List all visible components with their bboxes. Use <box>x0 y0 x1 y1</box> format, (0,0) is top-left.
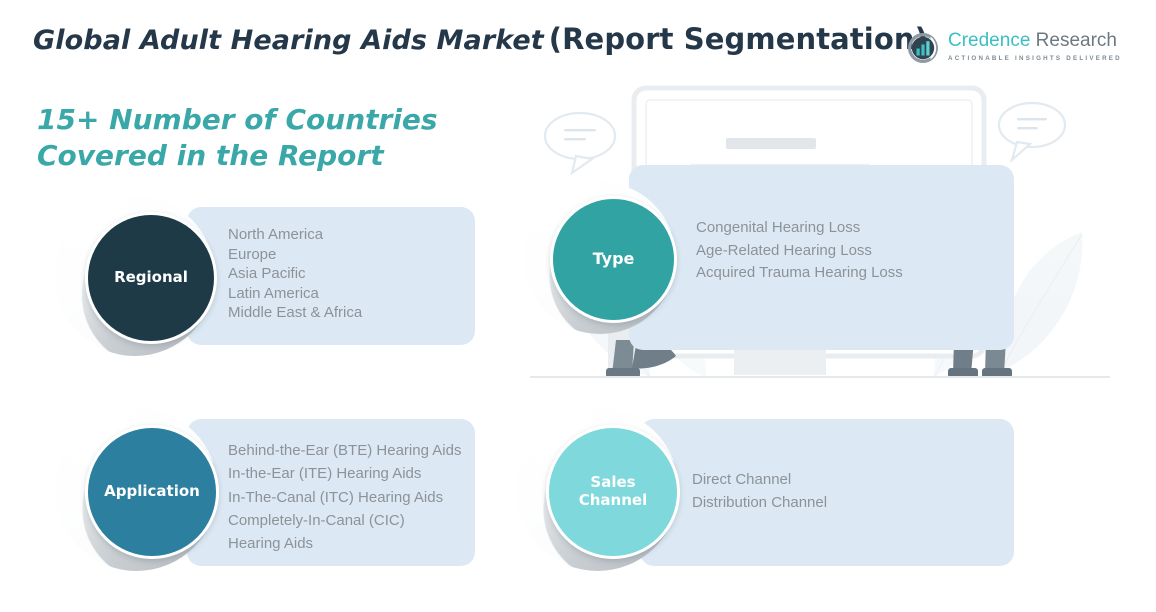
segment-items-type: Congenital Hearing Loss Age-Related Hear… <box>696 219 903 281</box>
speech-bubble-left-icon <box>543 111 617 176</box>
segment-card-regional[interactable]: Regional North America Europe Asia Pacif… <box>55 196 475 356</box>
countries-covered-heading: 15+ Number of Countries Covered in the R… <box>37 103 438 172</box>
segment-bubble-application[interactable]: Application <box>85 425 219 559</box>
segment-panel-type <box>629 165 1014 350</box>
segment-bubble-sales-channel[interactable]: Sales Channel <box>546 425 680 559</box>
page-title: Global Adult Hearing Aids Market (Report … <box>33 22 928 56</box>
segment-card-application[interactable]: Application Behind-the-Ear (BTE) Hearing… <box>55 408 475 576</box>
segment-items-sales-channel: Direct Channel Distribution Channel <box>692 471 828 512</box>
logo-name-credence: Credence <box>948 30 1031 51</box>
logo-tagline: ACTIONABLE INSIGHTS DELIVERED <box>948 55 1122 62</box>
segment-panel-sales-channel <box>640 419 1014 566</box>
logo-company-name: Credence Research <box>948 30 1122 52</box>
segment-card-type[interactable]: Type Congenital Hearing Loss Age-Related… <box>524 165 1014 350</box>
logo-text-block: Credence Research ACTIONABLE INSIGHTS DE… <box>948 30 1122 62</box>
page-title-upright: (Report Segmentation) <box>548 22 928 56</box>
logo-name-research: Research <box>1030 30 1117 51</box>
page-title-italic: Global Adult Hearing Aids Market <box>33 25 544 56</box>
credence-research-logo[interactable]: Credence Research ACTIONABLE INSIGHTS DE… <box>906 29 1120 74</box>
speech-bubble-right-icon <box>997 101 1067 164</box>
credence-circle-bars-icon <box>906 31 940 65</box>
segment-items-application: Behind-the-Ear (BTE) Hearing Aids In-the… <box>228 442 462 553</box>
segment-items-regional: North America Europe Asia Pacific Latin … <box>228 226 363 322</box>
segment-bubble-type[interactable]: Type <box>550 196 677 323</box>
segment-bubble-regional[interactable]: Regional <box>85 212 217 344</box>
segment-card-sales-channel[interactable]: Sales Channel Direct Channel Distributio… <box>516 408 1014 576</box>
ground-line <box>530 376 1110 378</box>
segment-panel-regional <box>187 207 475 345</box>
segment-panel-application <box>187 419 475 566</box>
